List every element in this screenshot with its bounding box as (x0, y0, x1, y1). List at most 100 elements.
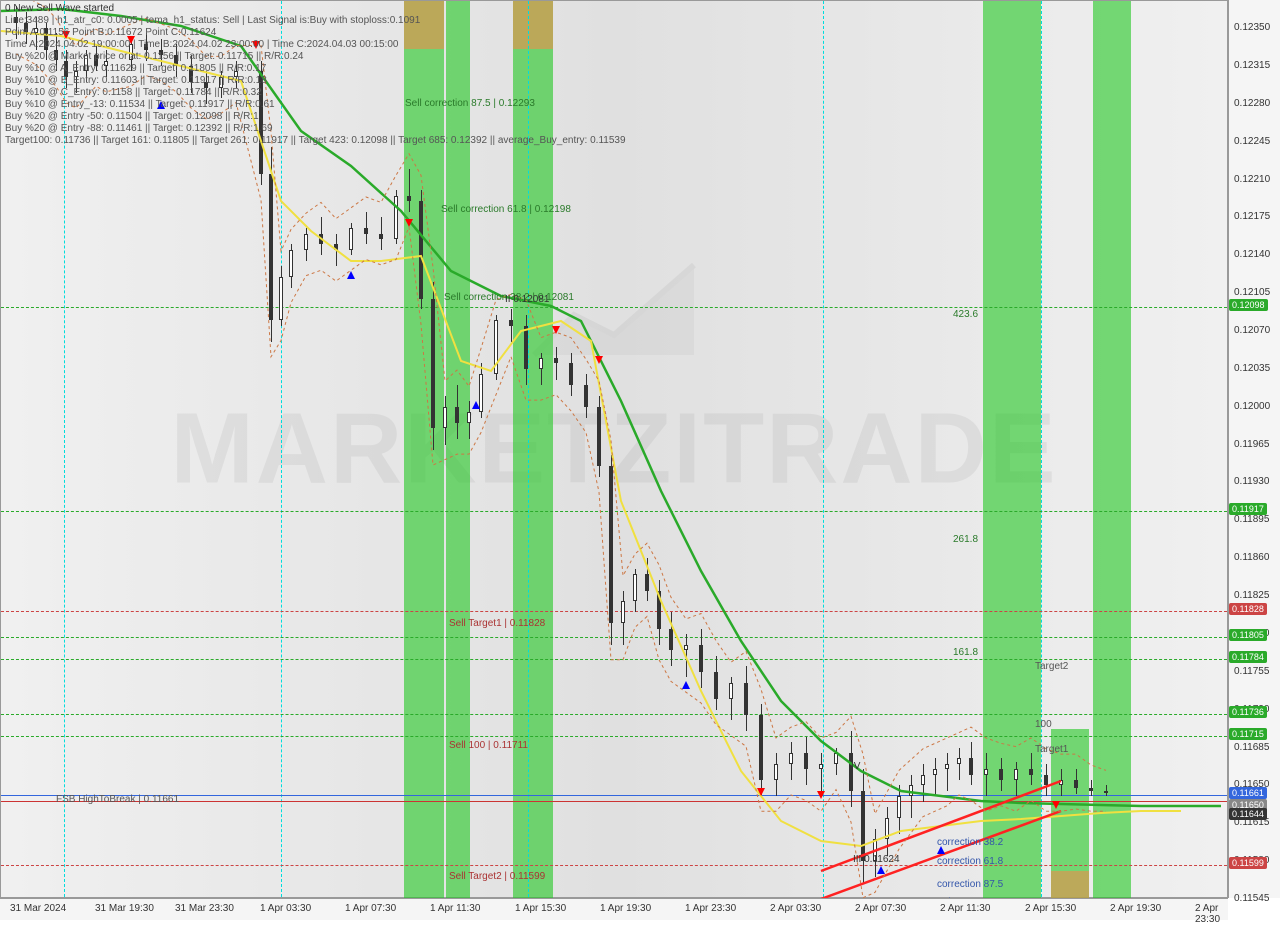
y-tick-label: 0.11895 (1234, 514, 1269, 525)
arrow-down-icon (552, 326, 560, 334)
horizontal-level-line (1, 659, 1227, 660)
y-tick-label: 0.12070 (1234, 325, 1270, 336)
y-tick-label: 0.12245 (1234, 136, 1270, 147)
horizontal-level-line (1, 637, 1227, 638)
horizontal-level-line (1, 865, 1227, 866)
chart-annotation: Sell correction 61.8 | 0.12198 (441, 204, 571, 215)
price-level-box: 0.11644 (1229, 808, 1267, 820)
y-tick-label: 0.11965 (1234, 439, 1269, 450)
y-tick-label: 0.11685 (1234, 742, 1269, 753)
arrow-down-icon (405, 219, 413, 227)
arrow-down-icon (817, 791, 825, 799)
chart-annotation: Target2 (1035, 661, 1068, 672)
y-tick-label: 0.11860 (1234, 552, 1269, 563)
x-tick-label: 1 Apr 19:30 (600, 903, 651, 914)
x-tick-label: 31 Mar 23:30 (175, 903, 234, 914)
horizontal-level-line (1, 307, 1227, 308)
x-axis: 31 Mar 2024 31 Mar 19:30 31 Mar 23:30 1 Apr… (0, 898, 1228, 920)
y-tick-label: 0.12175 (1234, 211, 1270, 222)
chart-info-line: Buy %10 @ B_Entry: 0.11603 || Target: 0.… (5, 75, 267, 86)
chart-info-line: Time A:2024.04.02 19:00:00 | Time B:2024… (5, 39, 398, 50)
orange-zone (1051, 871, 1089, 899)
x-tick-label: 2 Apr 19:30 (1110, 903, 1161, 914)
x-tick-label: 2 Apr 11:30 (940, 903, 990, 914)
price-level-box: 0.11828 (1229, 603, 1267, 615)
chart-annotation: Sell correction 87.5 | 0.12293 (405, 98, 535, 109)
horizontal-level-line (1, 795, 1227, 796)
x-tick-label: 1 Apr 15:30 (515, 903, 566, 914)
price-level-box: 0.11805 (1229, 629, 1267, 641)
chart-info-line: Buy %20 @ Entry -50: 0.11504 || Target: … (5, 111, 259, 122)
y-tick-label: 0.12210 (1234, 174, 1270, 185)
x-tick-label: 2 Apr 23:30 (1195, 903, 1228, 925)
chart-annotation: Target1 (1035, 744, 1068, 755)
y-tick-label: 0.12315 (1234, 60, 1270, 71)
chart-annotation: IV (851, 761, 860, 772)
y-tick-label: 0.12035 (1234, 363, 1270, 374)
arrow-down-icon (595, 356, 603, 364)
chart-annotation: III 0.11624 (853, 854, 900, 865)
horizontal-level-line (1, 714, 1227, 715)
chart-annotation: 161.8 (953, 647, 978, 658)
x-tick-label: 31 Mar 19:30 (95, 903, 154, 914)
x-tick-label: 2 Apr 03:30 (770, 903, 821, 914)
y-tick-label: 0.11930 (1234, 476, 1269, 487)
vertical-time-line (823, 1, 824, 897)
horizontal-level-line (1, 801, 1227, 802)
x-tick-label: 2 Apr 07:30 (855, 903, 906, 914)
x-tick-label: 1 Apr 23:30 (685, 903, 736, 914)
price-level-box: 0.11661 (1229, 787, 1267, 799)
chart-info-line: Target100: 0.11736 || Target 161: 0.1180… (5, 135, 626, 146)
arrow-down-icon (1052, 801, 1060, 809)
chart-annotation: FSB HighToBreak | 0.11661 (56, 794, 179, 805)
vertical-time-line (1041, 1, 1042, 897)
y-tick-label: 0.12000 (1234, 401, 1270, 412)
chart-area[interactable]: MARKETZITRADE 0 New Sell Wave startedLin… (0, 0, 1228, 898)
chart-annotation: Sell Target1 | 0.11828 (449, 618, 545, 629)
chart-annotation: 100 (1035, 719, 1052, 730)
chart-annotation: correction 61.8 (937, 856, 1003, 867)
chart-annotation: 423.6 (953, 309, 978, 320)
chart-annotation: Sell Target2 | 0.11599 (449, 871, 545, 882)
chart-annotation: correction 38.2 (937, 837, 1003, 848)
chart-info-line: Buy %10 @ A_Entry: 0.11629 || Target: 0.… (5, 63, 266, 74)
chart-info-line: Point A:0.1156 Point B:0.11672 Point C:0… (5, 27, 216, 38)
y-axis: 0.12350 0.12315 0.12280 0.12245 0.12210 0.121… (1228, 0, 1280, 898)
chart-info-line: Buy %20 @ Entry -88: 0.11461 || Target: … (5, 123, 273, 134)
x-tick-label: 31 Mar 2024 (10, 903, 66, 914)
price-level-box: 0.11917 (1229, 503, 1267, 515)
chart-info-line: Buy %10 @ Entry_-13: 0.11534 || Target: … (5, 99, 275, 110)
arrow-up-icon (347, 271, 355, 279)
orange-zone (513, 1, 553, 49)
arrow-down-icon (757, 788, 765, 796)
y-tick-label: 0.12350 (1234, 22, 1270, 33)
green-zone (983, 1, 1041, 899)
horizontal-level-line (1, 736, 1227, 737)
y-tick-label: 0.12140 (1234, 249, 1270, 260)
chart-title: 0 New Sell Wave started (5, 3, 114, 14)
x-tick-label: 1 Apr 07:30 (345, 903, 396, 914)
horizontal-level-line (1, 511, 1227, 512)
price-level-box: 0.11599 (1229, 857, 1267, 869)
y-tick-label: 0.12105 (1234, 287, 1270, 298)
chart-annotation: correction 87.5 (937, 879, 1003, 890)
green-zone (1093, 1, 1131, 899)
chart-annotation: 261.8 (953, 534, 978, 545)
price-level-box: 0.11715 (1229, 728, 1267, 740)
arrow-up-icon (682, 681, 690, 689)
x-tick-label: 1 Apr 03:30 (260, 903, 311, 914)
price-level-box: 0.12098 (1229, 299, 1268, 311)
chart-info-line: Buy %10 @ C_Entry: 0.1158 || Target: 0.1… (5, 87, 262, 98)
watermark-text: MARKETZITRADE (170, 392, 1057, 507)
y-tick-label: 0.12280 (1234, 98, 1270, 109)
arrow-up-icon (472, 401, 480, 409)
x-tick-label: 1 Apr 11:30 (430, 903, 480, 914)
price-level-box: 0.11736 (1229, 706, 1267, 718)
chart-annotation: Sell 100 | 0.11711 (449, 740, 528, 751)
y-tick-label: 0.11755 (1234, 666, 1269, 677)
price-level-box: 0.11784 (1229, 651, 1267, 663)
arrow-up-icon (877, 866, 885, 874)
x-tick-label: 2 Apr 15:30 (1025, 903, 1076, 914)
y-tick-label: 0.11825 (1234, 590, 1269, 601)
chart-info-line: Buy %20 @ Market price or at: 0.1156 || … (5, 51, 303, 62)
